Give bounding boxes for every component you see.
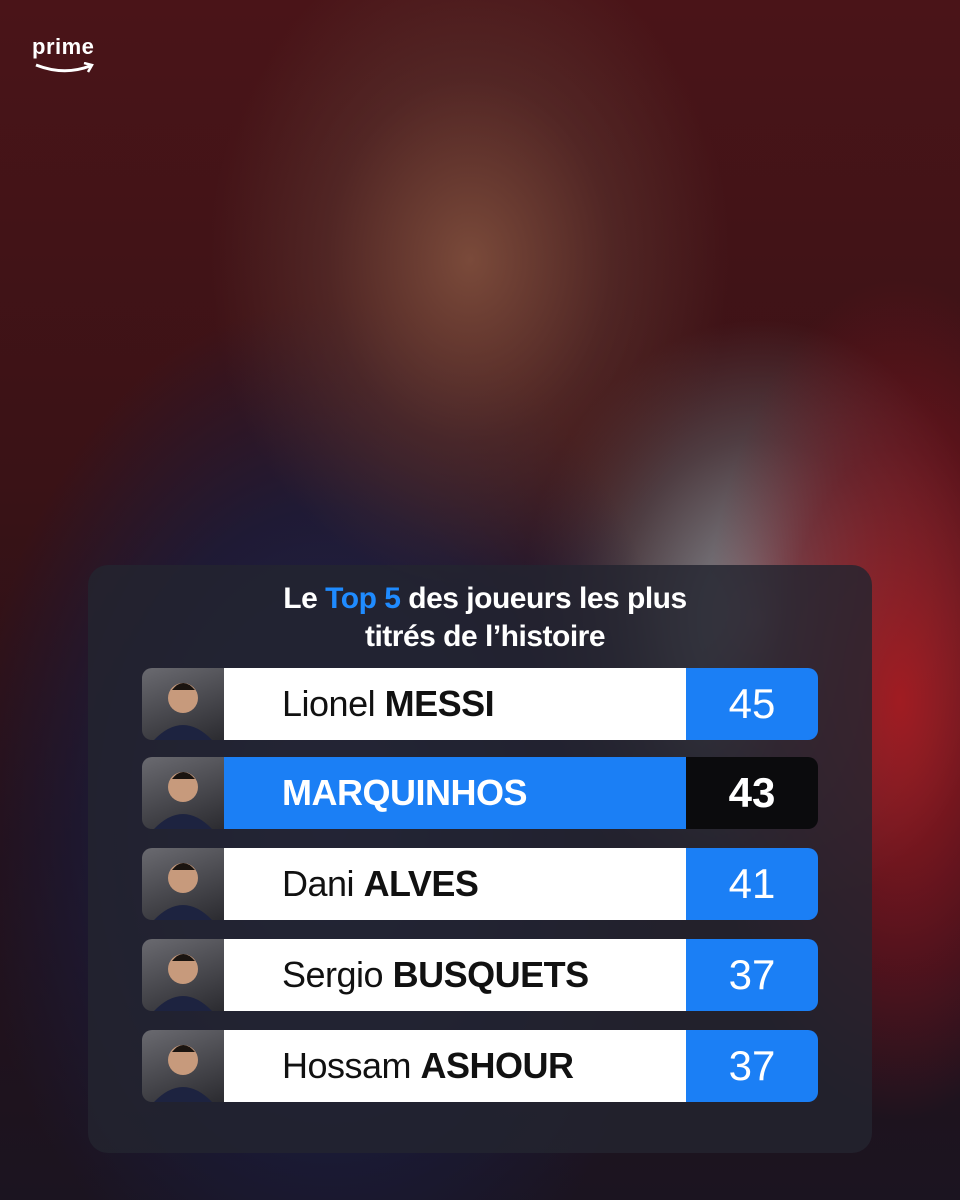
photo-silhouette [154,954,212,1011]
first-name: Dani [282,863,355,904]
photo-silhouette [154,1045,212,1102]
player-name-box: Lionel MESSI [224,668,686,740]
player-photo [142,1030,224,1102]
player-photo [142,848,224,920]
player-photo [142,757,224,829]
player-name-box: MARQUINHOS [224,757,686,829]
player-name: Hossam ASHOUR [282,1030,574,1102]
last-name: ASHOUR [420,1045,575,1086]
last-name: MESSI [384,683,495,724]
player-name: Sergio BUSQUETS [282,939,589,1011]
player-name: MARQUINHOS [282,757,528,829]
last-name: ALVES [363,863,479,904]
title-text: Le [283,582,318,615]
ranking-row: Dani ALVES 41 [142,848,818,920]
photo-silhouette [154,683,212,740]
player-name: Lionel MESSI [282,668,495,740]
first-name: Hossam [282,1045,412,1086]
player-photo [142,668,224,740]
title: Le Top 5 des joueurs les plus titrés de … [250,580,720,656]
ranking-row: MARQUINHOS 43 [142,757,818,829]
photo-silhouette [154,772,212,829]
title-text: des joueurs les plus titrés de l’histoir… [364,582,687,653]
last-name: MARQUINHOS [282,772,528,813]
player-name: Dani ALVES [282,848,479,920]
titles-count: 37 [686,939,818,1011]
title-highlight: Top 5 [325,582,401,615]
ranking-row: Hossam ASHOUR 37 [142,1030,818,1102]
player-name-box: Hossam ASHOUR [224,1030,686,1102]
first-name: Lionel [282,683,376,724]
brand-smile [35,62,94,73]
player-name-box: Dani ALVES [224,848,686,920]
brand-logo: prime [32,34,95,59]
player-photo [142,939,224,1011]
titles-count: 45 [686,668,818,740]
titles-count: 43 [686,757,818,829]
titles-count: 37 [686,1030,818,1102]
photo-silhouette [154,863,212,920]
titles-count: 41 [686,848,818,920]
ranking-row: Sergio BUSQUETS 37 [142,939,818,1011]
player-name-box: Sergio BUSQUETS [224,939,686,1011]
first-name: Sergio [282,954,384,995]
last-name: BUSQUETS [392,954,590,995]
ranking-row: Lionel MESSI 45 [142,668,818,740]
